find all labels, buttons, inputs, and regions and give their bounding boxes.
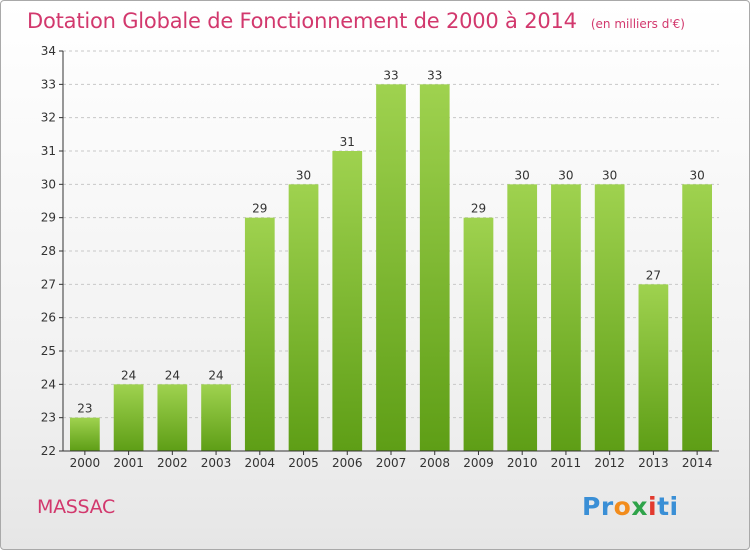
- logo-letter: i: [669, 492, 679, 521]
- x-tick-label: 2010: [507, 456, 538, 470]
- data-label: 30: [515, 168, 530, 182]
- y-tick-label: 25: [41, 344, 56, 358]
- y-tick-label: 30: [41, 177, 56, 191]
- data-label: 30: [602, 168, 617, 182]
- x-tick-label: 2000: [70, 456, 101, 470]
- bar: [288, 184, 319, 452]
- chart-title: Dotation Globale de Fonctionnement de 20…: [27, 9, 685, 33]
- data-label: 24: [165, 368, 180, 382]
- x-tick-label: 2013: [638, 456, 669, 470]
- logo-letter: o: [613, 492, 632, 521]
- y-tick-label: 34: [41, 44, 56, 58]
- y-tick-label: 32: [41, 111, 56, 125]
- y-tick-label: 22: [41, 444, 56, 458]
- x-tick-label: 2003: [201, 456, 232, 470]
- data-label: 29: [252, 202, 267, 216]
- bar: [682, 184, 713, 452]
- x-tick-label: 2014: [682, 456, 713, 470]
- title-text: Dotation Globale de Fonctionnement de 20…: [27, 9, 577, 33]
- logo-letter: x: [631, 492, 648, 521]
- data-label: 24: [121, 368, 136, 382]
- commune-name: MASSAC: [37, 496, 115, 518]
- x-tick-label: 2009: [463, 456, 494, 470]
- bar: [507, 184, 538, 452]
- x-tick-label: 2007: [376, 456, 407, 470]
- labels: 22 23 24 25 26 27 28 29 30 31 32 33 34 23 2000 24 2001 24…: [41, 44, 713, 470]
- bar: [419, 84, 450, 451]
- proxiti-logo: Proxiti: [582, 492, 679, 521]
- logo-letter: P: [582, 492, 601, 521]
- y-tick-label: 26: [41, 311, 56, 325]
- logo-letter: t: [657, 492, 670, 521]
- x-tick-label: 2004: [245, 456, 276, 470]
- bar: [376, 84, 406, 451]
- x-tick-label: 2005: [288, 456, 319, 470]
- logo-letter: i: [648, 492, 658, 521]
- data-label: 29: [471, 202, 486, 216]
- x-tick-label: 2011: [551, 456, 582, 470]
- axes: [59, 50, 719, 455]
- data-label: 30: [689, 168, 704, 182]
- data-label: 30: [558, 168, 573, 182]
- y-tick-label: 24: [41, 377, 56, 391]
- bar: [551, 184, 581, 452]
- y-tick-label: 29: [41, 211, 56, 225]
- bar: [69, 417, 100, 451]
- data-label: 27: [646, 268, 661, 282]
- bar: [638, 284, 669, 451]
- y-tick-label: 23: [41, 411, 56, 425]
- x-tick-label: 2001: [113, 456, 144, 470]
- bar: [113, 384, 144, 451]
- y-tick-label: 33: [41, 77, 56, 91]
- data-label: 33: [383, 68, 398, 82]
- data-label: 23: [77, 402, 92, 416]
- data-label: 30: [296, 168, 311, 182]
- bar: [594, 184, 625, 452]
- y-tick-label: 28: [41, 244, 56, 258]
- x-tick-label: 2006: [332, 456, 363, 470]
- unit-label: (en milliers d'€): [590, 17, 685, 31]
- x-tick-label: 2008: [419, 456, 450, 470]
- bar: [463, 217, 494, 451]
- data-label: 24: [208, 368, 223, 382]
- x-tick-label: 2012: [594, 456, 625, 470]
- data-label: 31: [340, 135, 355, 149]
- bar: [157, 384, 188, 451]
- y-tick-label: 27: [41, 277, 56, 291]
- bar: [244, 217, 275, 451]
- data-label: 33: [427, 68, 442, 82]
- bar: [201, 384, 231, 451]
- bars: [69, 84, 713, 452]
- logo-letter: r: [600, 492, 614, 521]
- bar: [332, 151, 363, 451]
- x-tick-label: 2002: [157, 456, 188, 470]
- y-tick-label: 31: [41, 144, 56, 158]
